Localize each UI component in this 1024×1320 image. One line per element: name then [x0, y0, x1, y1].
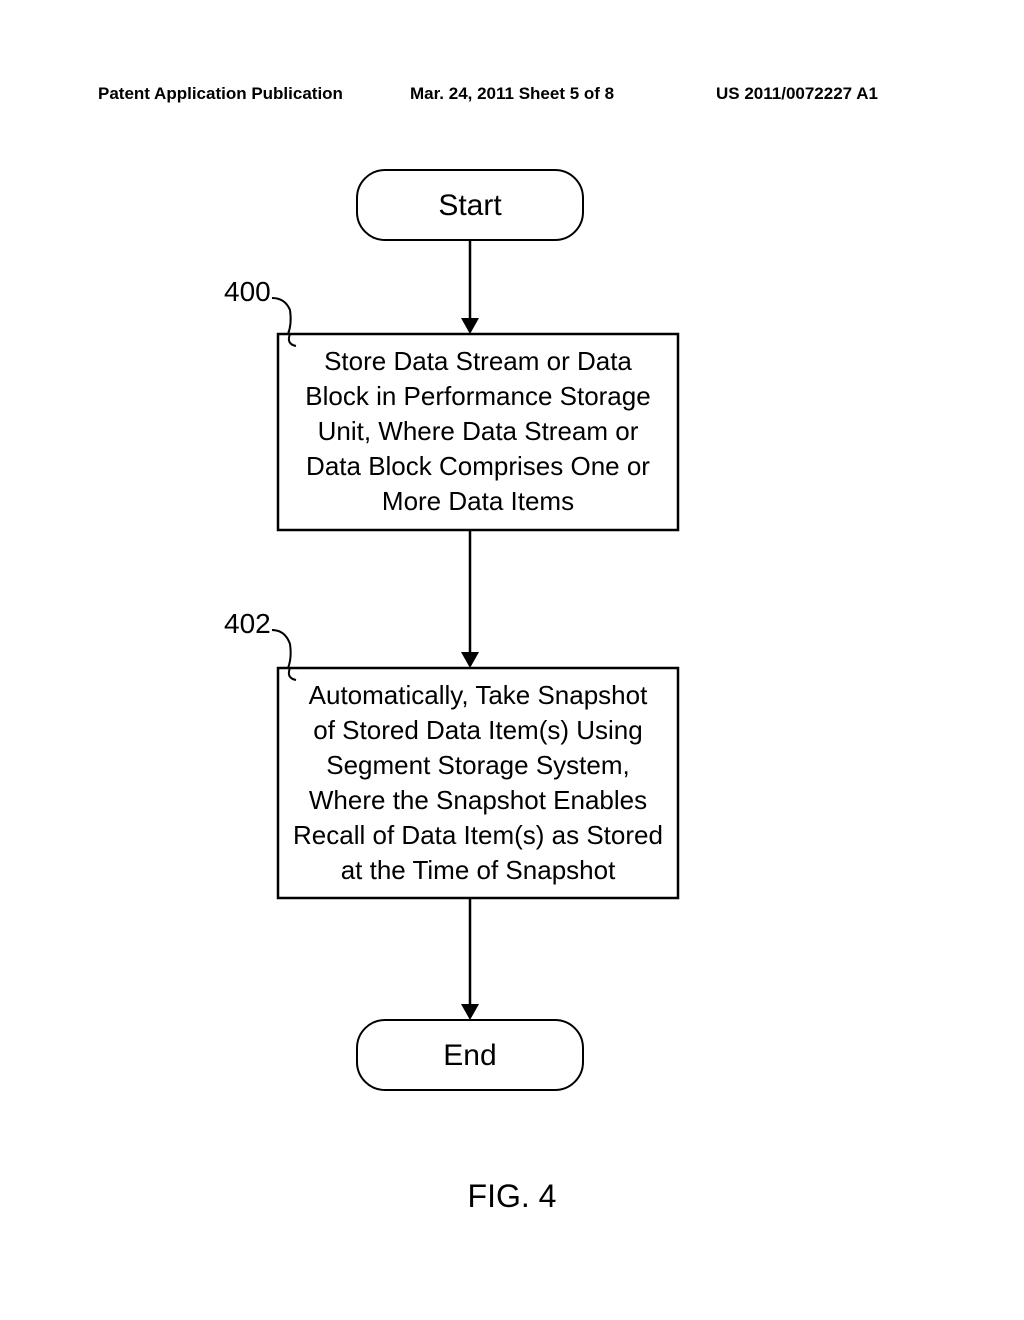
- box-402-line3: Segment Storage System,: [326, 750, 629, 780]
- arrowhead-1: [461, 318, 479, 334]
- box-400-line5: More Data Items: [382, 486, 574, 516]
- box-400-text: Store Data Stream or Data Block in Perfo…: [268, 344, 688, 519]
- ref-402: 402: [224, 608, 271, 640]
- figure-label: FIG. 4: [0, 1178, 1024, 1215]
- start-label: Start: [357, 186, 583, 227]
- page: Patent Application Publication Mar. 24, …: [0, 0, 1024, 1320]
- box-400-line3: Unit, Where Data Stream or: [318, 416, 639, 446]
- box-402-line5: Recall of Data Item(s) as Stored: [293, 820, 663, 850]
- box-402-line1: Automatically, Take Snapshot: [309, 680, 648, 710]
- end-label: End: [357, 1036, 583, 1077]
- box-402-line6: at the Time of Snapshot: [341, 855, 616, 885]
- box-400-line1: Store Data Stream or Data: [324, 346, 632, 376]
- ref-400: 400: [224, 276, 271, 308]
- arrowhead-2: [461, 652, 479, 668]
- box-402-text: Automatically, Take Snapshot of Stored D…: [268, 678, 688, 889]
- box-402-line4: Where the Snapshot Enables: [309, 785, 647, 815]
- arrowhead-3: [461, 1004, 479, 1020]
- box-402-line2: of Stored Data Item(s) Using: [313, 715, 642, 745]
- box-400-line2: Block in Performance Storage: [305, 381, 650, 411]
- box-400-line4: Data Block Comprises One or: [306, 451, 650, 481]
